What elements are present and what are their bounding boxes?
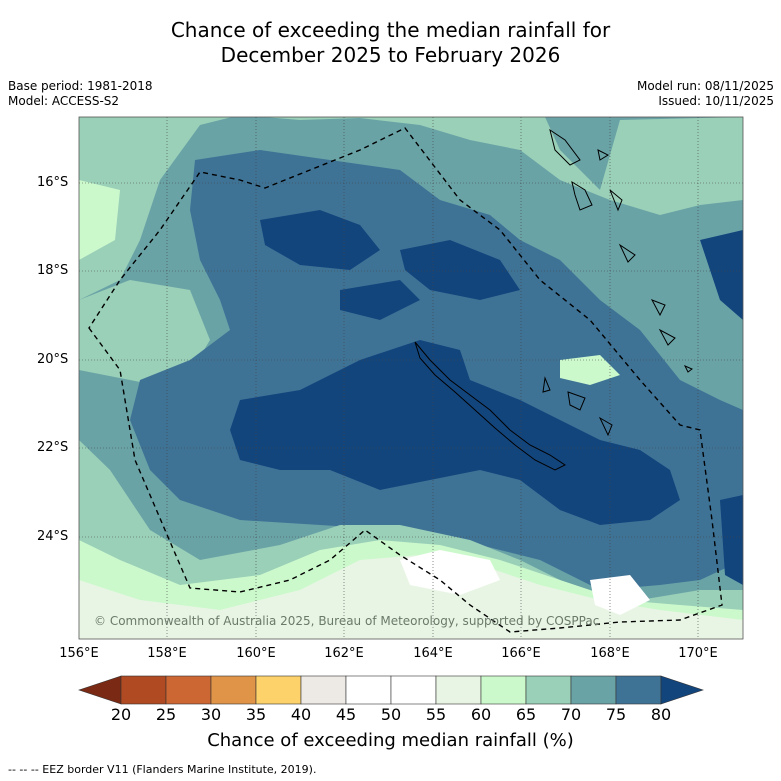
cb-45-50 — [345, 675, 392, 705]
lon-label: 164°E — [413, 646, 453, 661]
band-80-a — [260, 210, 380, 270]
cb-20-25 — [120, 675, 167, 705]
eez-legend-note: -- -- -- EEZ border V11 (Flanders Marine… — [8, 763, 317, 776]
cb-75-80 — [615, 675, 662, 705]
colorbar-tick: 25 — [155, 705, 177, 724]
title-line-2: December 2025 to February 2026 — [220, 43, 561, 67]
band-50-55-b — [590, 575, 650, 615]
colorbar-tick: 80 — [650, 705, 672, 724]
colorbar-tick: 65 — [515, 705, 537, 724]
colorbar-tick: 50 — [380, 705, 402, 724]
vanuatu-coast-d — [609, 189, 623, 212]
colorbar-label: Chance of exceeding median rainfall (%) — [207, 730, 574, 751]
meta-right: Model run: 08/11/2025 Issued: 10/11/2025 — [637, 79, 774, 109]
vanuatu-coast-c — [571, 180, 593, 211]
cb-50-55 — [390, 675, 437, 705]
title-line-1: Chance of exceeding the median rainfall … — [170, 18, 611, 42]
colorbar-tick: 20 — [110, 705, 132, 724]
colorbar — [78, 675, 704, 705]
issued-date: Issued: 10/11/2025 — [658, 94, 774, 108]
cb-30-35 — [210, 675, 257, 705]
cb-25-30 — [165, 675, 212, 705]
lon-label: 170°E — [678, 646, 718, 661]
colorbar-tick: 55 — [425, 705, 447, 724]
colorbar-tick: 75 — [605, 705, 627, 724]
cb-40-45 — [300, 675, 347, 705]
base-period: Base period: 1981-2018 — [8, 79, 153, 93]
vanuatu-coast-g — [658, 328, 676, 346]
meta-left: Base period: 1981-2018 Model: ACCESS-S2 — [8, 79, 153, 109]
loyalty-coast-c — [598, 416, 613, 437]
new-caledonia-coast — [414, 341, 566, 471]
model-name: Model: ACCESS-S2 — [8, 94, 120, 108]
copyright-notice: © Commonwealth of Australia 2025, Bureau… — [94, 614, 600, 628]
map-title: Chance of exceeding the median rainfall … — [0, 18, 781, 68]
band-60-65-mid — [560, 355, 620, 385]
lat-label: 18°S — [37, 263, 69, 278]
colorbar-tick: 30 — [200, 705, 222, 724]
band-60-65-nw — [79, 180, 120, 260]
colorbar-tick: 35 — [245, 705, 267, 724]
cb-70-75 — [570, 675, 617, 705]
vanuatu-coast-b — [597, 149, 610, 161]
band-80-e — [700, 230, 743, 320]
lon-label: 162°E — [324, 646, 364, 661]
lon-label: 160°E — [236, 646, 276, 661]
band-80-f — [720, 495, 743, 585]
cb-65-70 — [525, 675, 572, 705]
colorbar-tick: 45 — [335, 705, 357, 724]
vanuatu-coast-a — [549, 128, 581, 166]
colorbar-tick: 40 — [290, 705, 312, 724]
lon-label: 158°E — [147, 646, 187, 661]
eez-border — [88, 127, 723, 633]
cb-extend-high — [660, 675, 704, 705]
band-80-b — [400, 240, 520, 300]
model-run: Model run: 08/11/2025 — [636, 79, 774, 93]
band-80-d — [230, 340, 680, 525]
cb-60-65 — [480, 675, 527, 705]
band-55-60-south — [79, 555, 743, 639]
cb-extend-low — [78, 675, 122, 705]
band-65-70-north — [79, 117, 743, 300]
lon-label: 166°E — [501, 646, 541, 661]
islet-coast — [683, 365, 693, 373]
coastlines — [414, 128, 693, 471]
band-65-70-west — [79, 280, 210, 390]
cb-55-60 — [435, 675, 482, 705]
loyalty-coast-b — [567, 391, 586, 411]
lat-label: 16°S — [37, 175, 69, 190]
vanuatu-coast-e — [618, 243, 636, 263]
band-50-55-a — [400, 550, 500, 595]
cb-35-40 — [255, 675, 302, 705]
graticule — [79, 117, 743, 639]
lat-label: 22°S — [37, 440, 69, 455]
rainfall-map — [79, 117, 743, 639]
lon-label: 156°E — [59, 646, 99, 661]
lat-label: 24°S — [37, 529, 69, 544]
vanuatu-coast-f — [650, 299, 666, 317]
colorbar-tick: 60 — [470, 705, 492, 724]
colorbar-tick: 70 — [560, 705, 582, 724]
loyalty-coast-a — [542, 376, 551, 393]
lon-label: 168°E — [590, 646, 630, 661]
map-frame — [78, 116, 744, 640]
band-80-c — [340, 280, 420, 320]
lat-label: 20°S — [37, 352, 69, 367]
